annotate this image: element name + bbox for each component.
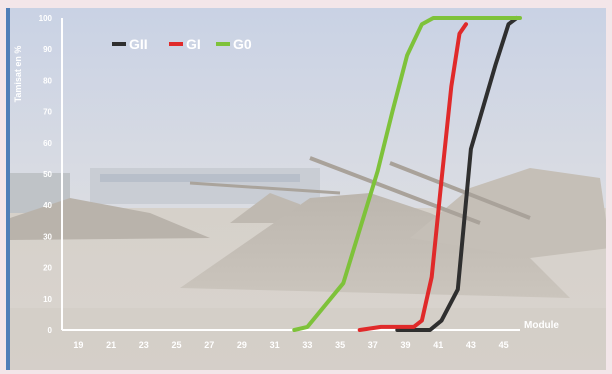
x-tick-label: 35: [335, 340, 345, 350]
x-tick-label: 25: [171, 340, 181, 350]
x-tick-label: 37: [368, 340, 378, 350]
series-line-gi: [357, 22, 468, 332]
y-tick-label: 70: [43, 108, 52, 117]
x-tick-label: 39: [400, 340, 410, 350]
y-tick-label: 100: [39, 14, 53, 23]
y-tick-label: 90: [43, 45, 52, 54]
x-axis-label: Module: [524, 320, 559, 331]
x-tick-label: 19: [73, 340, 83, 350]
x-tick-label: 27: [204, 340, 214, 350]
chart-panel: 0 10 20 30 40 50 60 70 80 90 100 19 21 23 25 27 29 31 33 3…: [6, 8, 606, 370]
x-tick-label: 43: [466, 340, 476, 350]
y-tick-label: 40: [43, 201, 52, 210]
y-tick-label: 60: [43, 139, 52, 148]
x-tick-label: 29: [237, 340, 247, 350]
legend-label-g0: G0: [233, 36, 252, 52]
y-tick-label: 80: [43, 76, 52, 85]
y-tick-labels: 0 10 20 30 40 50 60 70 80 90 100: [39, 14, 53, 335]
y-tick-label: 50: [43, 170, 52, 179]
y-axis-label: Tamisat en %: [13, 46, 23, 103]
x-tick-label: 33: [302, 340, 312, 350]
legend-label-gi: GI: [186, 36, 201, 52]
y-tick-label: 10: [43, 295, 52, 304]
series-line-gii: [395, 16, 519, 332]
series-lines: [292, 16, 522, 332]
grading-curve-chart: 0 10 20 30 40 50 60 70 80 90 100 19 21 23 25 27 29 31 33 3…: [10, 8, 606, 370]
x-tick-label: 23: [139, 340, 149, 350]
x-tick-labels: 19 21 23 25 27 29 31 33 35 37 39 41 43 45: [73, 340, 508, 350]
y-tick-label: 0: [48, 326, 53, 335]
x-tick-label: 41: [433, 340, 443, 350]
y-tick-label: 20: [43, 264, 52, 273]
x-tick-label: 45: [499, 340, 509, 350]
quarry-background-photo: [10, 8, 606, 370]
legend-label-gii: GII: [129, 36, 148, 52]
x-tick-label: 31: [270, 340, 280, 350]
x-tick-label: 21: [106, 340, 116, 350]
series-line-g0: [292, 16, 522, 332]
y-tick-label: 30: [43, 232, 52, 241]
legend: GII GI G0: [112, 36, 252, 52]
